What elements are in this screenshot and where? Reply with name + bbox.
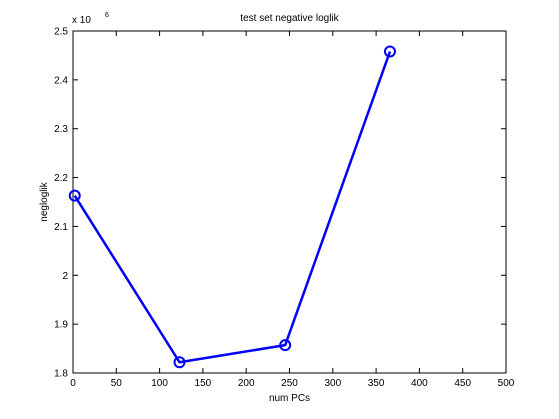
y-scale-exponent-label: x 10 (72, 15, 91, 26)
data-point (279, 339, 292, 352)
data-point (173, 356, 186, 369)
y-tick-label: 2.3 (54, 124, 68, 135)
y-tick-label: 1.9 (54, 320, 68, 331)
x-tick-label: 250 (281, 378, 298, 389)
x-tick-label: 300 (324, 378, 341, 389)
chart-title: test set negative loglik (240, 13, 339, 24)
x-tick-label: 450 (454, 378, 471, 389)
data-point (383, 45, 396, 58)
data-point (68, 189, 81, 202)
series-layer (68, 45, 396, 369)
y-tick-label: 1.8 (54, 369, 68, 380)
x-tick-label: 0 (70, 378, 76, 389)
x-tick-label: 350 (368, 378, 385, 389)
x-tick-label: 200 (238, 378, 255, 389)
x-tick-label: 500 (498, 378, 515, 389)
x-tick-label: 100 (151, 378, 168, 389)
y-axis-label: negloglik (39, 181, 50, 221)
axis-ticks (72, 30, 507, 374)
x-tick-label: 400 (411, 378, 428, 389)
series-line (73, 51, 392, 364)
y-tick-label: 2 (62, 271, 68, 282)
y-tick-label: 2.5 (54, 27, 68, 38)
y-tick-label: 2.1 (54, 222, 68, 233)
y-scale-exponent: 6 (105, 12, 109, 19)
y-tick-label: 2.2 (54, 173, 68, 184)
tick-labels: 0 50 100 150 200 250 300 350 400 450 500 1.8 1.9 2 2.1… (54, 27, 515, 390)
plot-area (72, 30, 507, 374)
x-tick-label: 50 (111, 378, 123, 389)
y-tick-label: 2.4 (54, 75, 68, 86)
x-tick-label: 150 (195, 378, 212, 389)
x-axis-label: num PCs (269, 393, 310, 404)
